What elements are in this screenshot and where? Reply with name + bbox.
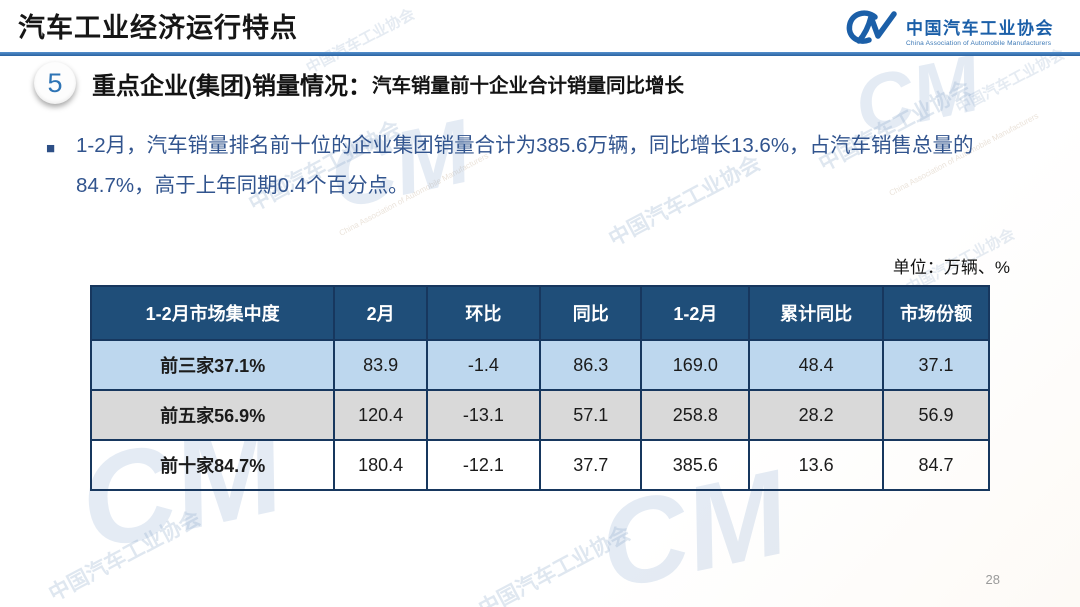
section-number-badge: 5 <box>34 62 76 104</box>
bullet-square-icon: ■ <box>46 140 56 157</box>
cell: 28.2 <box>748 389 884 441</box>
cell: 120.4 <box>333 389 428 441</box>
col-header-share: 市场份额 <box>882 285 990 341</box>
section-heading: 重点企业(集团)销量情况： <box>92 72 372 100</box>
table-row-top3: 前三家37.1% 83.9 -1.4 86.3 169.0 48.4 37.1 <box>89 339 990 391</box>
cell: 385.6 <box>640 439 751 491</box>
bullet-paragraph: ■ 1-2月，汽车销量排名前十位的企业集团销量合计为385.6万辆，同比增长13… <box>46 126 1006 206</box>
bullet-text: 1-2月，汽车销量排名前十位的企业集团销量合计为385.6万辆，同比增长13.6… <box>76 134 974 197</box>
cell: 13.6 <box>748 439 884 491</box>
cell: 57.1 <box>538 389 643 441</box>
table-row-top10: 前十家84.7% 180.4 -12.1 37.7 385.6 13.6 84.… <box>89 439 990 491</box>
unit-label: 单位：万辆、% <box>892 258 1010 277</box>
market-concentration-table: 1-2月市场集中度 2月 环比 同比 1-2月 累计同比 市场份额 前三家37.… <box>89 285 990 491</box>
section-header: 5 重点企业(集团)销量情况： 汽车销量前十企业合计销量同比增长 <box>34 62 684 104</box>
row-label: 前五家56.9% <box>89 389 336 441</box>
cell: 56.9 <box>882 389 990 441</box>
col-header-feb: 2月 <box>333 285 428 341</box>
cell: -13.1 <box>425 389 541 441</box>
row-label: 前十家84.7% <box>89 439 336 491</box>
caam-logo-mark-icon <box>844 9 898 52</box>
page-number: 28 <box>985 572 1000 587</box>
cell: 84.7 <box>882 439 990 491</box>
caam-logo-name-en: China Association of Automobile Manufact… <box>906 40 1052 47</box>
cell: -12.1 <box>425 439 541 491</box>
col-header-janfeb: 1-2月 <box>640 285 751 341</box>
page-title: 汽车工业经济运行特点 <box>18 13 298 43</box>
col-header-mom: 环比 <box>425 285 541 341</box>
cell: 48.4 <box>748 339 884 391</box>
cell: -1.4 <box>425 339 541 391</box>
cell: 37.1 <box>882 339 990 391</box>
col-header-concentration: 1-2月市场集中度 <box>89 285 336 341</box>
col-header-yoy: 同比 <box>538 285 643 341</box>
title-divider <box>0 52 1080 56</box>
caam-logo: 中国汽车工业协会 China Association of Automobile… <box>844 9 1054 52</box>
caam-logo-name-cn: 中国汽车工业协会 <box>906 19 1054 38</box>
table-header-row: 1-2月市场集中度 2月 环比 同比 1-2月 累计同比 市场份额 <box>89 285 990 341</box>
cell: 86.3 <box>538 339 643 391</box>
row-label: 前三家37.1% <box>89 339 336 391</box>
section-subheading: 汽车销量前十企业合计销量同比增长 <box>371 74 684 97</box>
cell: 169.0 <box>640 339 751 391</box>
col-header-cum-yoy: 累计同比 <box>748 285 884 341</box>
cell: 180.4 <box>333 439 428 491</box>
cell: 37.7 <box>538 439 643 491</box>
table-row-top5: 前五家56.9% 120.4 -13.1 57.1 258.8 28.2 56.… <box>89 389 990 441</box>
cell: 258.8 <box>640 389 751 441</box>
cell: 83.9 <box>333 339 428 391</box>
caam-logo-text: 中国汽车工业协会 China Association of Automobile… <box>906 14 1054 47</box>
